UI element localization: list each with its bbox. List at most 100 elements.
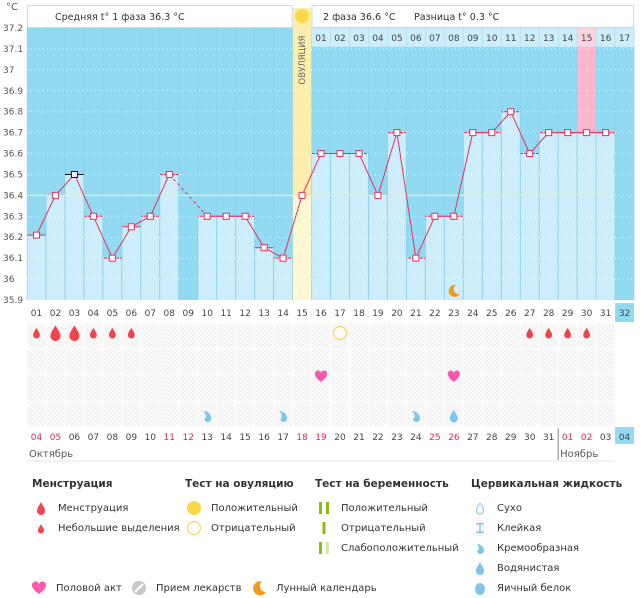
temperature-line-segment [73,174,94,217]
phase2-day-label: 03 [353,34,364,44]
phase2-day-label: 04 [372,34,384,44]
temperature-bar [46,195,65,300]
calendar-date-label: 06 [69,433,81,443]
phase2-day-label: 13 [543,34,554,44]
cycle-day-label: 28 [543,309,555,319]
temperature-bar [103,258,122,300]
temperature-point [355,150,363,158]
calendar-date-label: 12 [183,433,194,443]
phase2-day-label: 14 [562,34,574,44]
legend-cervical: Цервикальная жидкость Сухо Клейкая Кремо… [471,478,622,598]
phase1-average-text: Средняя t° 1 фаза 36.3 °C [55,12,185,23]
spotting-drop-icon [545,327,553,339]
spotting-drop-icon [33,327,40,339]
temperature-point [89,212,97,220]
y-tick-label: 36.7 [3,129,23,139]
spotting-drop-icon [108,327,116,339]
temperature-point [260,244,268,252]
temperature-line-segment [244,216,265,248]
calendar-date-label: 04 [31,433,43,443]
phase2-day-label: 01 [315,34,326,44]
menstruation-drop-icon [69,325,80,342]
legend-item: Положительный [315,498,459,518]
negative-test-circle-icon [185,520,203,536]
temperature-line-segment [111,226,132,259]
cycle-day-label: 25 [486,309,497,319]
temperature-point [374,191,382,199]
calendar-date-label: 11 [164,433,175,443]
temperature-point [51,191,59,199]
y-tick-label: 36.6 [3,150,23,160]
calendar-date-label: 24 [410,433,422,443]
two-lines-icon [315,500,333,516]
temperature-point [507,108,515,116]
cycle-day-label: 03 [69,309,80,319]
legend-title: Менструация [32,478,113,490]
temperature-bar [141,216,160,300]
phase2-day-label: 02 [334,34,345,44]
temperature-line-segment [36,195,56,236]
sticky-icon [471,520,489,536]
legend-moon: Лунный календарь [250,580,377,596]
dry-drop-icon [471,500,489,516]
calendar-date-label: 10 [145,433,157,443]
phase1-header-box [27,5,293,28]
cycle-day-label: 08 [164,309,176,319]
calendar-date-label: 01 [562,433,573,443]
y-tick-label: 36.5 [3,170,23,180]
spotting-drop-icon [564,327,572,339]
moon-icon [448,284,460,297]
legend-label: Водянистая [497,562,560,574]
cycle-day-label: 32 [619,309,630,319]
y-tick-label: 36.2 [3,233,23,243]
calendar-date-label: 09 [126,433,138,443]
cycle-day-label: 07 [145,309,156,319]
legend-item: Слабоположительный [315,538,459,558]
temperature-bar [160,174,179,300]
legend-menstruation: Менструация Менструация Небольшие выделе… [32,478,180,538]
small-blood-drop-icon [32,520,50,536]
cycle-day-label: 30 [581,309,593,319]
temperature-point [564,129,572,137]
cycle-day-label: 11 [220,309,231,319]
cycle-day-label: 15 [296,309,307,319]
calendar-date-label: 26 [448,433,460,443]
temperature-point [602,129,610,137]
cycle-day-label: 14 [277,309,289,319]
temperature-bar [122,226,141,300]
cycle-day-label: 29 [562,309,574,319]
watery-cervical-icon [449,410,458,423]
heart-icon [30,580,48,596]
legend-item: Клейкая [471,518,622,538]
phase2-header-box [311,5,635,28]
legend-label: Отрицательный [341,522,426,534]
temperature-point [241,212,249,220]
calendar-date-label: 03 [600,433,611,443]
legend-pregnancy-test: Тест на беременность Положительный Отриц… [315,478,459,558]
temperature-line-segment [149,174,170,217]
temperature-bar [596,132,615,300]
temperature-bar [539,132,558,300]
temperature-bar [577,132,596,300]
temperature-point [32,231,40,239]
legend-intercourse: Половой акт [30,580,122,596]
cycle-day-label: 13 [258,309,269,319]
current-day-highlight [615,303,635,322]
legend-item: Яичный белок [471,578,622,598]
calendar-date-label: 28 [486,433,498,443]
calendar-date-label: 20 [334,433,346,443]
creamy-drop-icon [471,540,489,556]
cycle-day-label: 23 [448,309,459,319]
spotting-drop-icon [526,327,534,339]
legend-label: Клейкая [497,522,542,534]
legend-title: Тест на овуляцию [185,478,294,490]
today-date-highlight [615,427,635,444]
cycle-day-label: 19 [372,309,384,319]
cycle-day-label: 18 [353,309,365,319]
temperature-bar [463,132,482,300]
temperature-point [165,170,173,178]
legend-label: Половой акт [56,582,122,594]
cycle-day-label: 02 [50,309,61,319]
creamy-cervical-icon [279,411,288,423]
legend-label: Кремообразная [497,542,580,554]
